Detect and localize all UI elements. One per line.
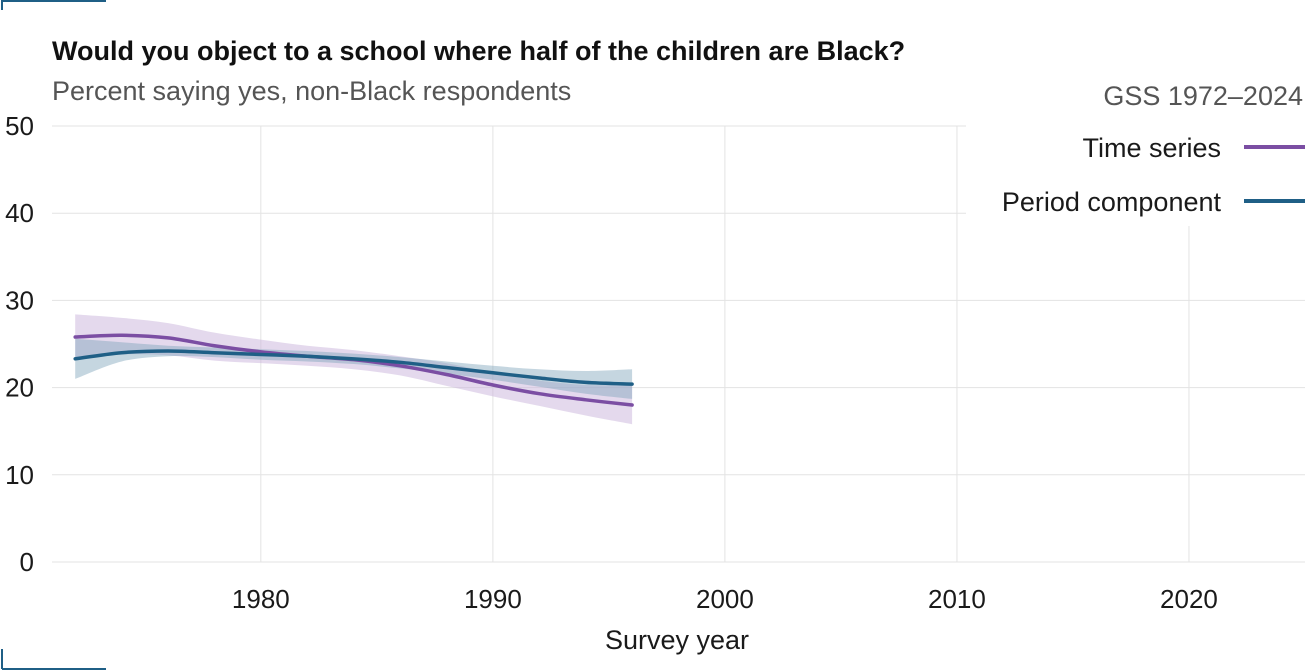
x-tick-label: 1980 bbox=[232, 584, 290, 614]
x-tick-label: 2010 bbox=[928, 584, 986, 614]
series-lines bbox=[73, 333, 634, 407]
x-axis-label: Survey year bbox=[605, 625, 749, 655]
confidence-band-time-series bbox=[75, 314, 633, 425]
corner-bracket-bottom bbox=[1, 649, 106, 670]
chart-subtitle: Percent saying yes, non-Black respondent… bbox=[52, 76, 572, 106]
x-tick-label: 2020 bbox=[1160, 584, 1218, 614]
y-tick-label: 0 bbox=[20, 547, 34, 577]
x-axis-ticks: 1980 1990 2000 2010 2020 bbox=[232, 584, 1218, 614]
y-tick-label: 50 bbox=[5, 111, 34, 141]
y-axis-ticks: 0 10 20 30 40 50 bbox=[5, 111, 34, 577]
corner-bracket-top bbox=[1, 0, 106, 10]
confidence-bands bbox=[75, 314, 633, 425]
y-tick-label: 20 bbox=[5, 373, 34, 403]
y-tick-label: 10 bbox=[5, 460, 34, 490]
x-tick-label: 2000 bbox=[696, 584, 754, 614]
legend-label-time-series: Time series bbox=[1082, 133, 1221, 163]
x-tick-label: 1990 bbox=[464, 584, 522, 614]
legend-title: GSS 1972–2024 bbox=[1103, 81, 1303, 111]
y-tick-label: 40 bbox=[5, 198, 34, 228]
series-line-period-component bbox=[73, 349, 634, 386]
chart-title: Would you object to a school where half … bbox=[52, 36, 906, 66]
legend-label-period-component: Period component bbox=[1002, 187, 1222, 217]
y-tick-label: 30 bbox=[5, 285, 34, 315]
